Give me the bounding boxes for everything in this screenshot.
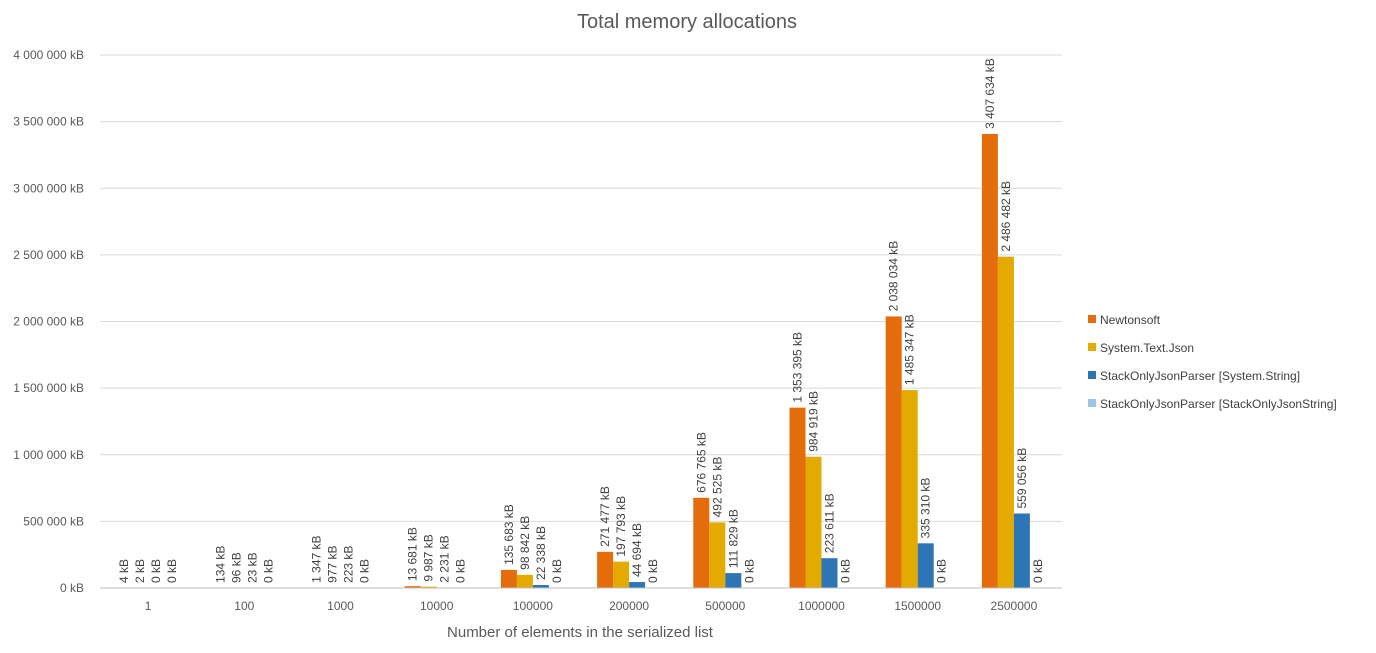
bar xyxy=(789,407,806,588)
data-label: 98 842 kB xyxy=(518,516,532,570)
y-tick-label: 2 000 000 kB xyxy=(13,315,84,329)
data-label: 0 kB xyxy=(165,559,179,583)
bar xyxy=(901,390,918,588)
bar xyxy=(981,133,998,588)
bar xyxy=(709,522,726,588)
x-tick-label: 1000000 xyxy=(798,599,845,613)
x-tick-label: 10000 xyxy=(420,599,454,613)
x-tick-label: 500000 xyxy=(705,599,745,613)
bar xyxy=(885,316,902,588)
data-label: 0 kB xyxy=(839,559,853,583)
data-label: 2 kB xyxy=(133,559,147,583)
legend-label: System.Text.Json xyxy=(1100,341,1194,355)
data-label: 223 611 kB xyxy=(823,493,837,553)
x-tick-label: 1 xyxy=(145,599,152,613)
legend-label: Newtonsoft xyxy=(1100,313,1161,327)
y-tick-label: 2 500 000 kB xyxy=(13,248,84,262)
data-label: 2 231 kB xyxy=(438,535,452,582)
data-label: 559 056 kB xyxy=(1015,448,1029,509)
data-label: 22 338 kB xyxy=(534,526,548,580)
data-label: 0 kB xyxy=(149,559,163,583)
y-tick-label: 1 500 000 kB xyxy=(13,381,84,395)
data-label: 0 kB xyxy=(742,559,756,583)
bar xyxy=(997,256,1014,588)
x-axis-title: Number of elements in the serialized lis… xyxy=(447,624,714,641)
data-label: 0 kB xyxy=(646,559,660,583)
bar xyxy=(629,582,646,588)
x-tick-label: 1500000 xyxy=(894,599,941,613)
data-label: 111 829 kB xyxy=(726,509,740,568)
data-label: 0 kB xyxy=(1031,559,1045,583)
y-tick-label: 500 000 kB xyxy=(23,514,84,528)
data-label: 4 kB xyxy=(117,559,131,583)
bar xyxy=(597,551,614,588)
legend-label: StackOnlyJsonParser [System.String] xyxy=(1100,369,1300,383)
data-label: 271 477 kB xyxy=(598,486,612,547)
gridlines xyxy=(100,54,1062,522)
legend-swatch xyxy=(1088,399,1096,407)
x-tick-label: 2500000 xyxy=(991,599,1038,613)
data-label: 223 kB xyxy=(342,546,356,583)
x-axis-ticks: 1 100 1000 10000 100000 200000 500000 1000000 15… xyxy=(145,599,1038,613)
data-label: 977 kB xyxy=(326,546,340,583)
x-tick-label: 100 xyxy=(234,599,254,613)
data-label: 676 765 kB xyxy=(694,432,708,493)
data-label: 2 038 034 kB xyxy=(887,241,901,312)
bar xyxy=(404,586,421,588)
bars xyxy=(116,133,1030,588)
data-label: 13 681 kB xyxy=(406,527,420,581)
data-labels: 4 kB 2 kB 0 kB 0 kB 134 kB 96 kB 23 kB 0 kB 1 34… xyxy=(117,58,1045,583)
y-tick-label: 3 500 000 kB xyxy=(13,115,84,129)
data-label: 44 694 kB xyxy=(630,523,644,577)
y-tick-label: 3 000 000 kB xyxy=(13,181,84,195)
data-label: 0 kB xyxy=(935,559,949,583)
legend: Newtonsoft System.Text.Json StackOnlyJsonP… xyxy=(1088,313,1337,411)
data-label: 9 987 kB xyxy=(422,534,436,581)
data-label: 1 485 347 kB xyxy=(903,314,917,385)
legend-swatch xyxy=(1088,371,1096,379)
legend-swatch xyxy=(1088,315,1096,323)
data-label: 984 919 kB xyxy=(807,391,821,452)
bar xyxy=(725,573,742,588)
data-label: 23 kB xyxy=(245,552,259,583)
x-tick-label: 1000 xyxy=(327,599,354,613)
legend-swatch xyxy=(1088,343,1096,351)
y-tick-label: 1 000 000 kB xyxy=(13,448,84,462)
data-label: 134 kB xyxy=(213,546,227,583)
bar xyxy=(532,585,549,588)
x-tick-label: 100000 xyxy=(513,599,553,613)
bar xyxy=(821,558,838,588)
legend-label: StackOnlyJsonParser [StackOnlyJsonString… xyxy=(1100,397,1337,411)
bar xyxy=(1013,513,1030,588)
data-label: 0 kB xyxy=(358,559,372,583)
y-axis-ticks: 0 kB 500 000 kB 1 000 000 kB 1 500 000 kB 2 … xyxy=(13,48,84,595)
data-label: 492 525 kB xyxy=(710,457,724,518)
chart-title: Total memory allocations xyxy=(577,11,797,33)
data-label: 96 kB xyxy=(229,552,243,583)
x-tick-label: 200000 xyxy=(609,599,649,613)
data-label: 135 683 kB xyxy=(502,504,516,565)
data-label: 1 347 kB xyxy=(310,535,324,582)
bar xyxy=(613,561,630,588)
bar xyxy=(805,456,822,588)
data-label: 335 310 kB xyxy=(919,478,933,539)
data-label: 197 793 kB xyxy=(614,496,628,557)
data-label: 0 kB xyxy=(261,559,275,583)
y-tick-label: 0 kB xyxy=(60,581,84,595)
bar xyxy=(500,569,517,588)
data-label: 2 486 482 kB xyxy=(999,181,1013,252)
data-label: 1 353 395 kB xyxy=(791,332,805,403)
data-label: 3 407 634 kB xyxy=(983,58,997,129)
data-label: 0 kB xyxy=(454,559,468,583)
y-tick-label: 4 000 000 kB xyxy=(13,48,84,62)
bar xyxy=(420,586,437,588)
bar xyxy=(917,543,934,588)
data-label: 0 kB xyxy=(550,559,564,583)
bar xyxy=(516,574,533,588)
bar xyxy=(693,497,710,588)
